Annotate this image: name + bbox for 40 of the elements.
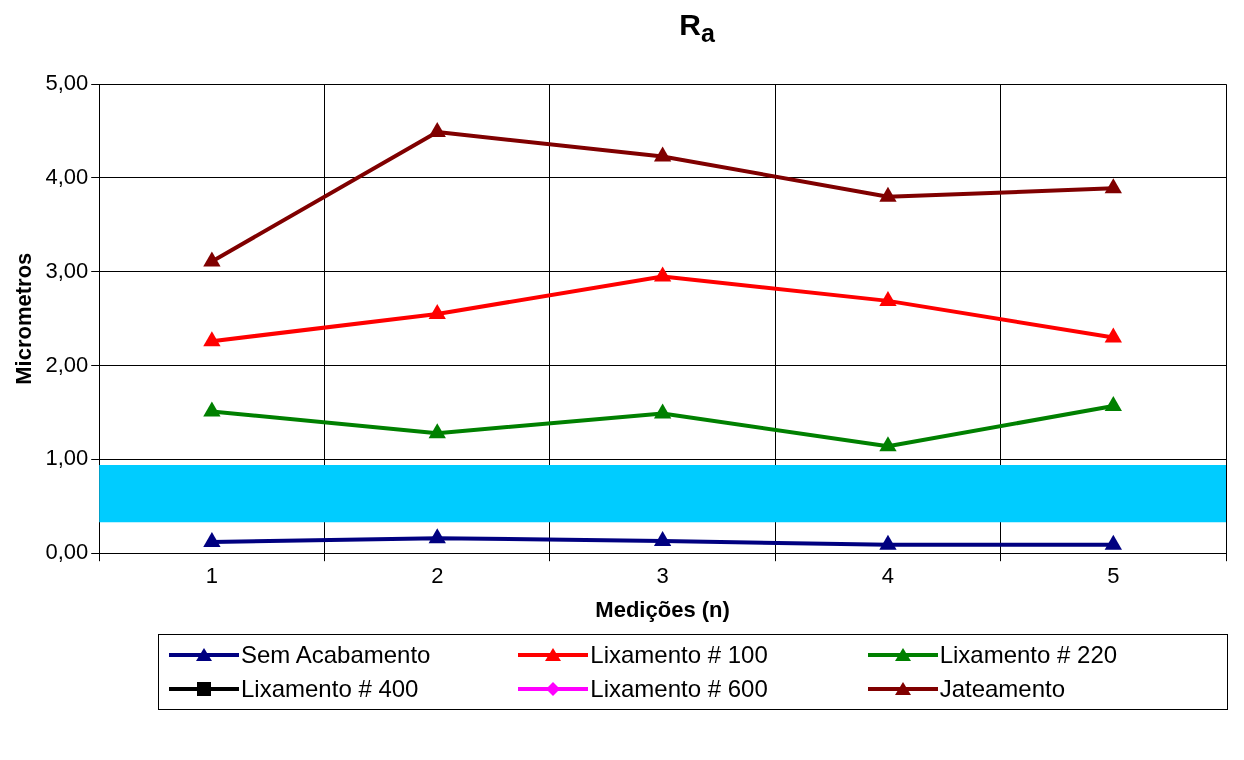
y-tick-label: 0,00 (45, 539, 89, 565)
point (653, 403, 672, 419)
legend-label: Jateamento (939, 675, 1066, 703)
x-tick-label: 1 (205, 563, 219, 589)
point (203, 531, 221, 547)
point (203, 331, 221, 347)
y-tick-label: 5,00 (45, 70, 89, 96)
point (653, 266, 672, 282)
x-tick-label: 2 (431, 563, 444, 589)
legend-label: Lixamento # 100 (590, 641, 768, 669)
point (428, 528, 446, 544)
point (1104, 178, 1122, 194)
point (1104, 327, 1122, 343)
point (879, 290, 897, 306)
legend-label: Lixamento # 220 (939, 641, 1118, 669)
point (203, 401, 221, 417)
point (653, 146, 672, 162)
y-tick-label: 4,00 (45, 164, 89, 190)
chart-title: R$_{a}$ (678, 8, 716, 49)
x-axis-title: Medições (n) (595, 596, 730, 622)
y-axis-title: Micrometros (11, 252, 37, 385)
point (1104, 534, 1122, 550)
y-tick-label: 2,00 (45, 351, 89, 377)
x-tick-label: 4 (881, 563, 895, 589)
point (653, 531, 672, 547)
point (428, 423, 446, 439)
point (428, 122, 446, 138)
point (879, 186, 897, 202)
point (879, 534, 897, 550)
point (879, 436, 897, 452)
y-tick-label: 3,00 (45, 257, 89, 283)
x-tick-label: 5 (1107, 563, 1120, 589)
legend-label: Lixamento # 600 (590, 675, 768, 703)
x-tick-label: 3 (656, 563, 669, 589)
point (203, 251, 221, 267)
point (428, 304, 446, 320)
legend-label: Sem Acabamento (241, 641, 431, 669)
point (1104, 395, 1122, 411)
y-tick-label: 1,00 (45, 445, 89, 471)
legend-label: Lixamento # 400 (241, 675, 419, 703)
